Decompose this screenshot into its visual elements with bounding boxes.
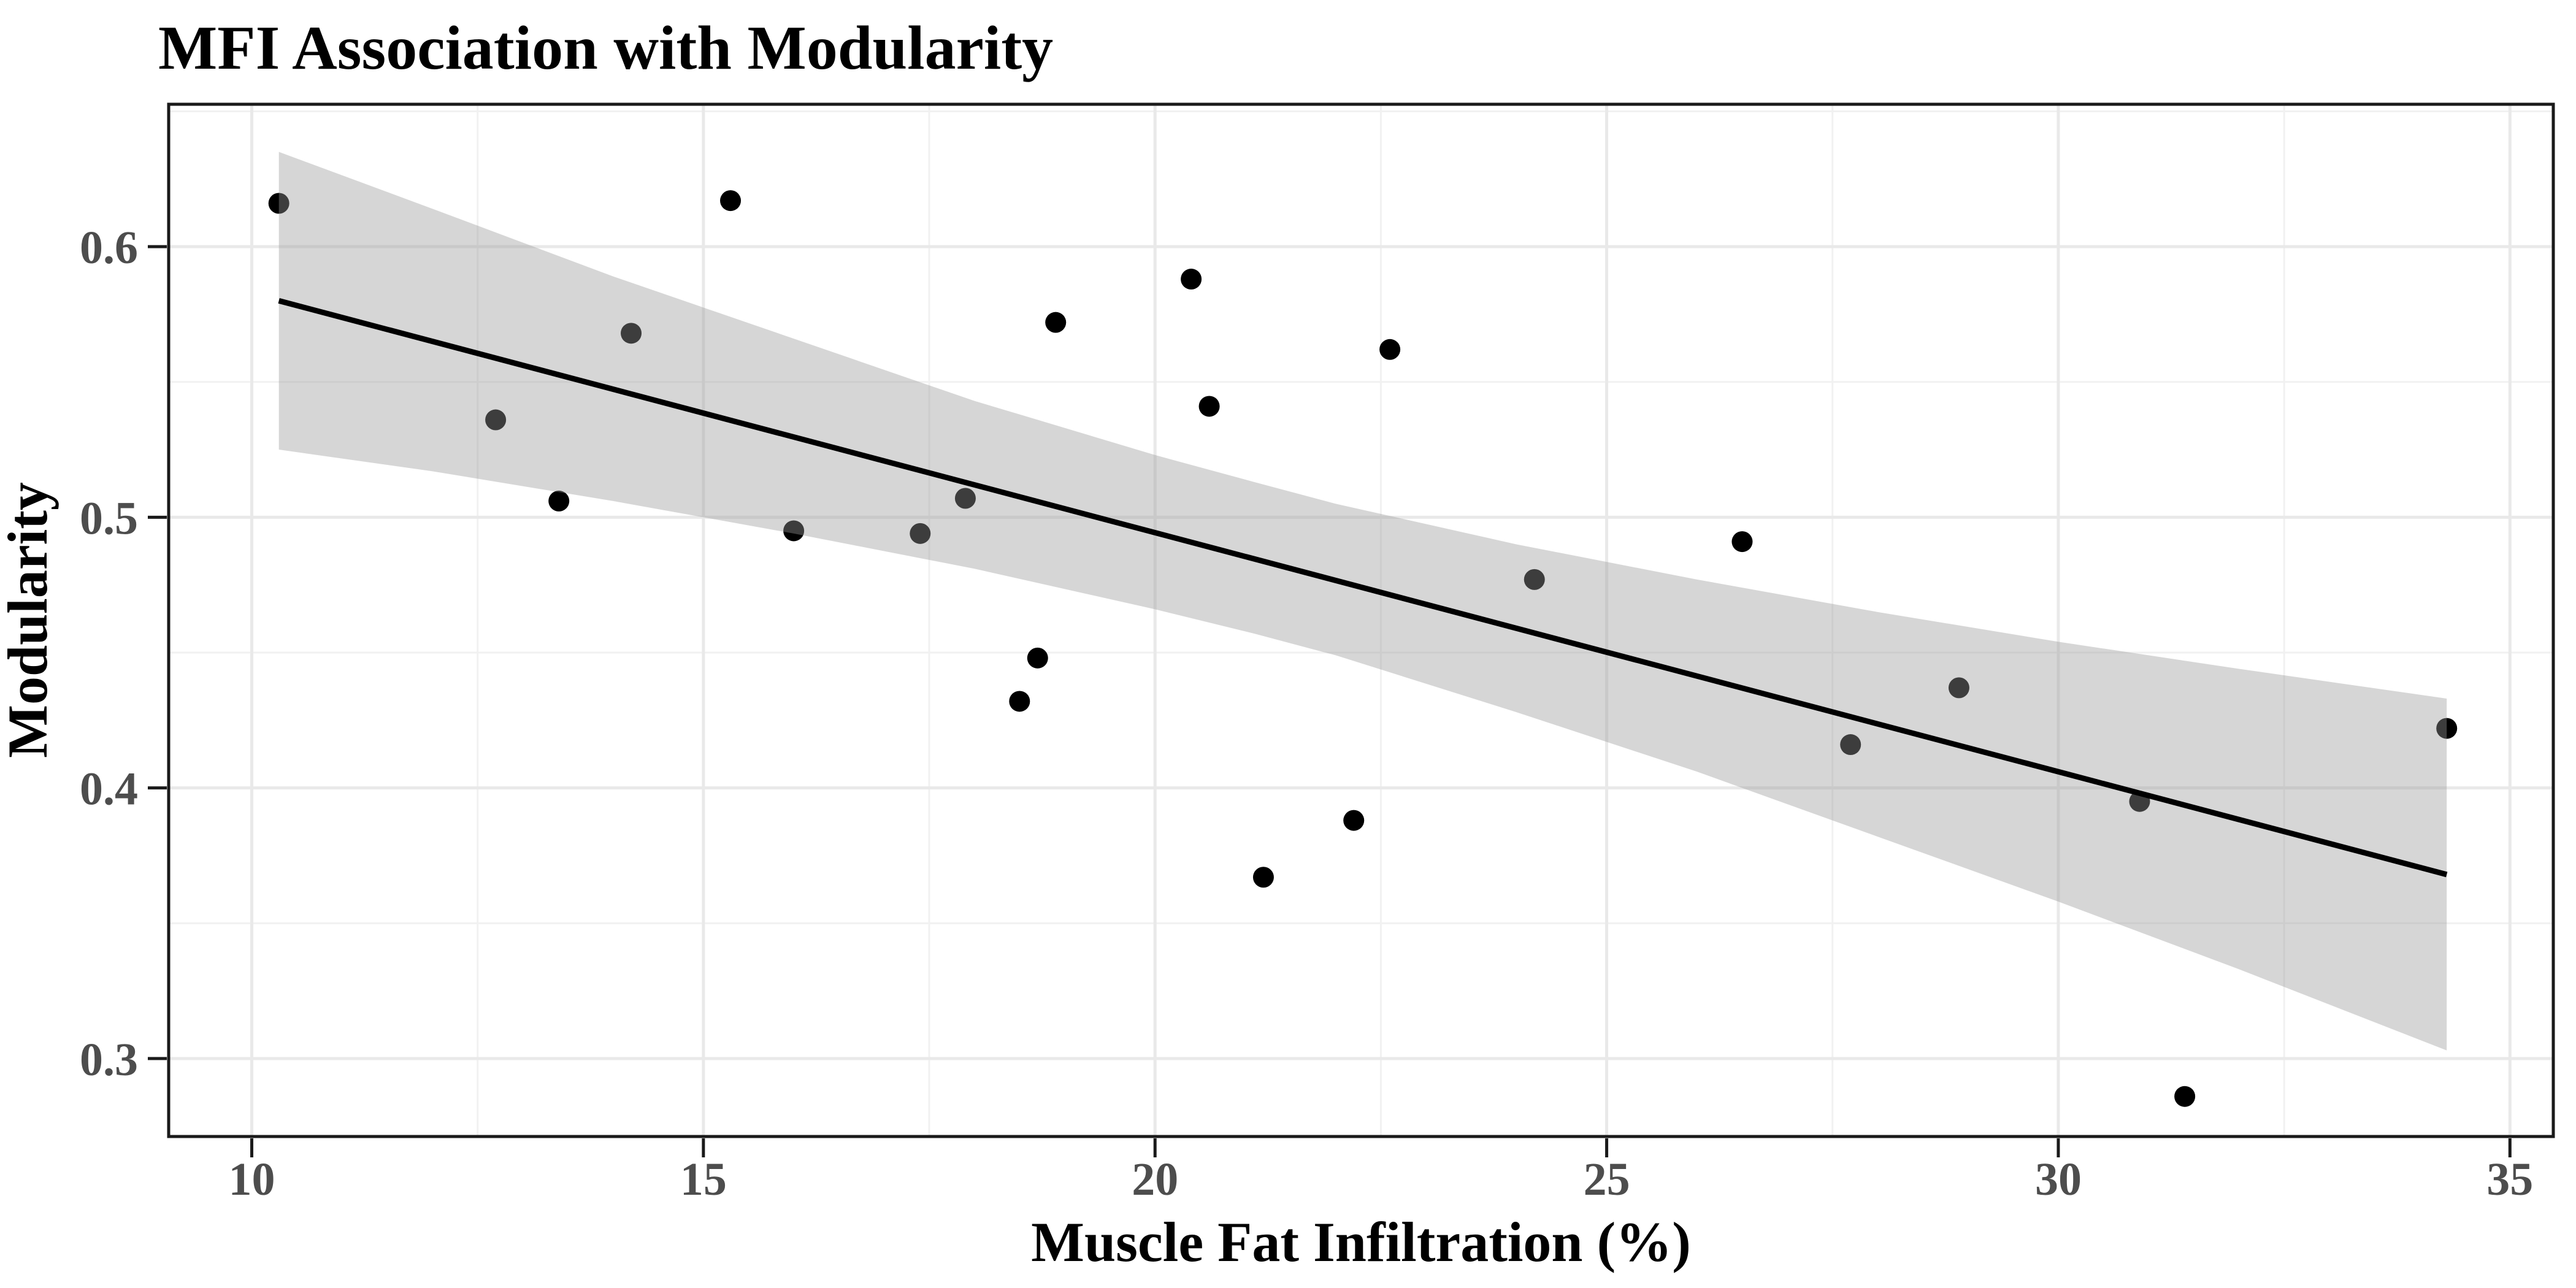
data-point bbox=[485, 409, 507, 431]
data-point bbox=[1524, 569, 1545, 590]
x-tick-label: 30 bbox=[2035, 1154, 2082, 1205]
data-point bbox=[910, 523, 931, 544]
y-tick-label: 0.5 bbox=[80, 493, 138, 544]
data-point bbox=[1045, 312, 1067, 333]
data-point bbox=[1379, 339, 1401, 360]
x-tick-label: 15 bbox=[680, 1154, 727, 1205]
y-axis-title: Modularity bbox=[0, 482, 59, 758]
confidence-band-area bbox=[278, 151, 2447, 1051]
data-points bbox=[268, 190, 2458, 1107]
data-point bbox=[621, 323, 642, 344]
data-point bbox=[1343, 810, 1365, 831]
x-tick-label: 20 bbox=[1132, 1154, 1178, 1205]
panel-border bbox=[167, 102, 2555, 1138]
regression-line bbox=[278, 298, 2448, 878]
x-tick-label: 35 bbox=[2486, 1154, 2533, 1205]
data-point bbox=[1840, 734, 1861, 756]
y-tick-label: 0.4 bbox=[80, 764, 138, 815]
axis-tick-labels: 10 15 20 25 30 35 0.3 0.4 0.5 0.6 bbox=[80, 222, 2533, 1205]
data-point bbox=[783, 520, 805, 542]
data-point bbox=[1252, 867, 1274, 888]
data-point bbox=[1009, 691, 1030, 712]
data-point bbox=[720, 190, 742, 212]
trend-line bbox=[278, 298, 2448, 878]
data-point bbox=[268, 193, 289, 214]
data-point bbox=[1181, 269, 1202, 290]
data-point bbox=[954, 488, 976, 509]
y-tick-label: 0.6 bbox=[80, 222, 138, 274]
confidence-band bbox=[278, 151, 2447, 1051]
x-axis-title: Muscle Fat Infiltration (%) bbox=[1031, 1211, 1691, 1273]
x-tick-label: 10 bbox=[228, 1154, 275, 1205]
x-tick-label: 25 bbox=[1584, 1154, 1630, 1205]
minor-gridlines bbox=[169, 104, 2553, 1137]
data-point bbox=[1027, 647, 1048, 669]
data-point bbox=[1731, 531, 1753, 553]
data-point bbox=[2436, 718, 2458, 739]
data-point bbox=[1198, 396, 1220, 417]
data-point bbox=[548, 490, 570, 512]
data-point bbox=[2174, 1086, 2196, 1107]
major-gridlines bbox=[169, 104, 2553, 1137]
chart-title: MFI Association with Modularity bbox=[158, 13, 1053, 83]
axis-ticks bbox=[148, 245, 2512, 1157]
y-tick-label: 0.3 bbox=[80, 1034, 138, 1086]
data-point bbox=[1948, 677, 1969, 699]
